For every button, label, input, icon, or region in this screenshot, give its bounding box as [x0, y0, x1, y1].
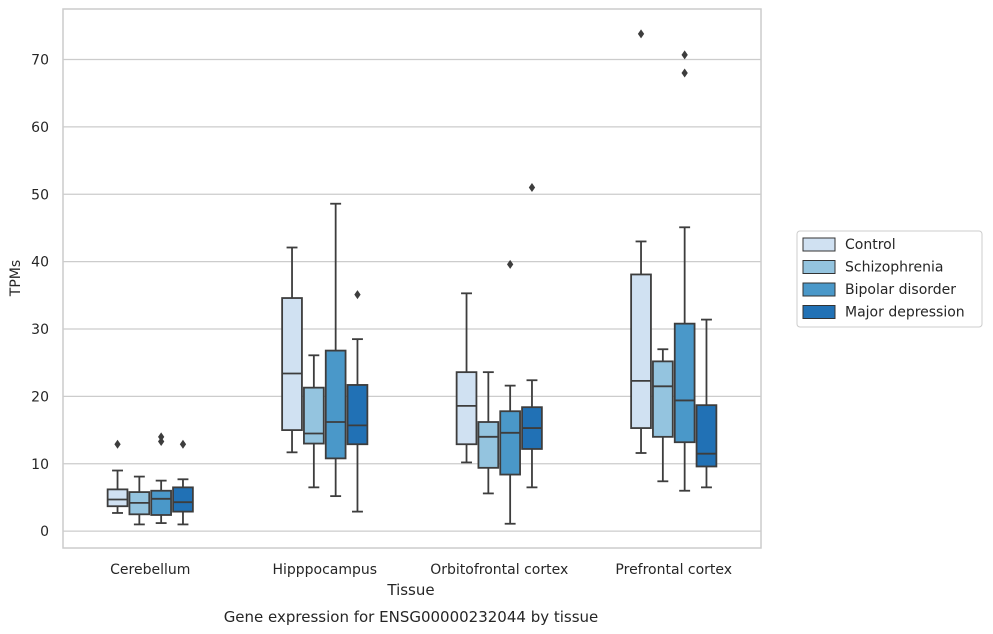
box-1-0	[281, 246, 303, 454]
box-body	[303, 386, 325, 445]
box-body	[499, 410, 521, 476]
y-tick-label: 40	[31, 255, 49, 271]
outlier-point	[179, 439, 187, 449]
legend-entry: Schizophrenia	[845, 260, 943, 276]
box-body	[150, 489, 172, 516]
box-body	[652, 360, 674, 438]
box-body	[695, 404, 718, 468]
x-tick-label: Orbitofrontal cortex	[430, 562, 568, 578]
y-tick-label: 30	[31, 322, 49, 338]
box-0-3	[172, 439, 194, 526]
box-3-2	[673, 50, 696, 492]
x-tick-label: Prefrontal cortex	[615, 562, 732, 578]
box-0-2	[150, 432, 172, 524]
y-ticks: 0 10 20 30 40 50 60 70	[31, 53, 49, 541]
box-1-1	[303, 354, 325, 489]
box-3-3	[695, 318, 718, 489]
box-body	[630, 273, 652, 429]
box-body	[106, 488, 129, 508]
y-axis-label: TPMs	[8, 260, 24, 297]
chart-caption: Gene expression for ENSG00000232044 by t…	[224, 608, 599, 626]
box-2-1	[477, 371, 500, 495]
outlier-point	[114, 439, 121, 449]
y-tick-label: 10	[31, 457, 49, 473]
legend-entry: Major depression	[845, 305, 965, 321]
x-axis-label: Tissue	[386, 581, 434, 599]
box-body	[324, 349, 347, 460]
legend-swatch	[802, 282, 836, 297]
box-body	[172, 486, 194, 513]
outlier-point	[637, 29, 645, 39]
box-body	[346, 384, 369, 446]
legend-swatch	[802, 260, 836, 274]
box-body	[281, 297, 303, 431]
plot-frame	[62, 8, 762, 549]
outlier-point	[681, 68, 688, 78]
legend-entry: Control	[845, 237, 896, 253]
outlier-point	[507, 259, 514, 269]
box-3-1	[652, 348, 674, 483]
y-tick-label: 60	[31, 120, 49, 136]
box-3-0	[630, 29, 652, 454]
outlier-point	[354, 290, 361, 300]
y-tick-label: 0	[40, 524, 49, 540]
box-1-3	[346, 290, 369, 513]
y-tick-label: 50	[31, 187, 49, 203]
box-2-3	[521, 183, 543, 489]
box-body	[477, 421, 500, 469]
legend-swatch	[802, 237, 836, 252]
outlier-point	[681, 50, 688, 60]
box-body	[455, 371, 478, 446]
legend-entry: Bipolar disorder	[845, 282, 956, 298]
legend-swatch	[802, 305, 836, 319]
box-0-0	[106, 439, 129, 514]
x-tick-label: Hipppocampus	[272, 562, 377, 578]
legend-frame	[796, 230, 983, 328]
outlier-point	[158, 437, 165, 447]
box-1-2	[324, 202, 347, 498]
box-2-2	[499, 259, 521, 525]
legend: Control Schizophrenia Bipolar disorder Majo…	[796, 230, 983, 328]
y-tick-label: 70	[31, 53, 49, 69]
box-body	[673, 322, 696, 444]
boxes	[106, 29, 718, 526]
box-0-1	[128, 475, 151, 526]
outlier-point	[158, 432, 165, 442]
box-2-0	[455, 292, 478, 464]
y-tick-label: 20	[31, 389, 49, 405]
x-ticks: Cerebellum Hipppocampus Orbitofrontal cort…	[110, 562, 732, 578]
x-tick-label: Cerebellum	[110, 562, 190, 578]
grid-lines	[63, 58, 761, 532]
outlier-point	[528, 183, 536, 193]
